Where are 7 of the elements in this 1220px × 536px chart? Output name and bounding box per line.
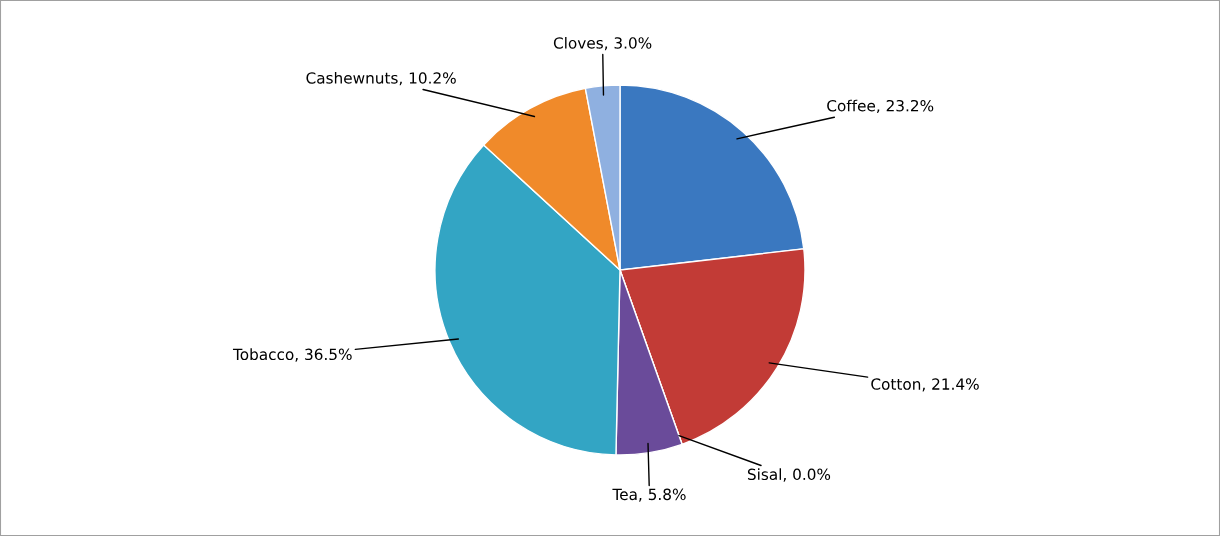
slice-label: Cotton, 21.4% xyxy=(871,378,979,392)
slice-label: Tea, 5.8% xyxy=(612,488,686,502)
slice-label: Cloves, 3.0% xyxy=(553,36,652,51)
slice-label: Tobacco, 36.5% xyxy=(232,348,352,362)
category-label: Sisal, 0.0% xyxy=(747,468,831,482)
slice-label: Coffee, 23.2% xyxy=(827,99,934,114)
slice-label: Cashewnuts, 10.2% xyxy=(306,71,456,86)
